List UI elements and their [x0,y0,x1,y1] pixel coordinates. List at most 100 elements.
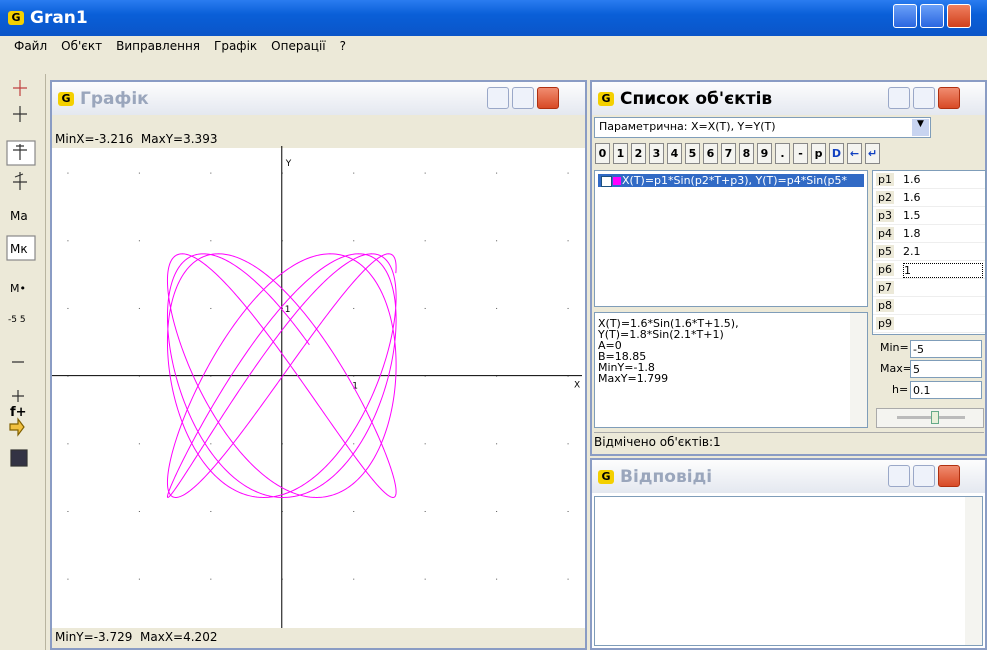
type-dropdown[interactable]: Параметрична: X=X(T), Y=Y(T) ▼ [594,117,931,138]
min-input[interactable]: -5 [910,340,982,358]
slider[interactable] [876,408,984,428]
maximize-button[interactable] [913,87,935,109]
x-axis-label: X [574,381,580,391]
param-name: p3 [876,209,894,222]
grid-dot [424,307,426,309]
grid-dot [424,510,426,512]
close-button[interactable] [938,465,960,487]
param-row[interactable]: p3 1.5 [873,207,985,225]
grid-dot [138,443,140,445]
param-row[interactable]: p6 1 [873,261,985,279]
tool-axes[interactable] [13,80,27,96]
minimize-button[interactable] [893,4,917,28]
tool-label[interactable]: f+ [10,405,27,420]
param-row[interactable]: p1 1.6 [873,171,985,189]
scrollbar[interactable] [965,497,982,645]
tool-frame2[interactable] [6,235,36,261]
tool-frame[interactable] [6,140,36,166]
minimize-button[interactable] [888,465,910,487]
maximize-button[interactable] [512,87,534,109]
dropdown-arrow[interactable]: ▼ [912,119,929,136]
grid-dot [138,578,140,580]
key-button[interactable]: 4 [667,143,682,164]
key-button[interactable]: ← [847,143,862,164]
checkbox[interactable] [601,176,612,187]
tool-axes2[interactable] [13,144,27,160]
h-input[interactable]: 0.1 [910,381,982,399]
window-icon: G [598,91,614,106]
key-button[interactable]: 9 [757,143,772,164]
param-row[interactable]: p7 [873,279,985,297]
object-item[interactable]: X(T)=p1*Sin(p2*T+p3), Y(T)=p4*Sin(p5* [598,174,864,187]
key-button[interactable]: 7 [721,143,736,164]
grid-dot [67,172,69,174]
grid-dot [353,240,355,242]
param-row[interactable]: p8 [873,297,985,315]
max-input[interactable]: 5 [910,360,982,378]
tool-label[interactable]: -5 5 [8,315,26,325]
tool-label[interactable]: M• [10,282,26,295]
label: h= [892,383,909,396]
menu-item[interactable]: Графік [214,39,258,53]
param-row[interactable]: p9 [873,315,985,333]
scrollbar[interactable] [850,313,867,427]
tool-axes3[interactable] [13,172,27,190]
key-button[interactable]: 8 [739,143,754,164]
maximize-button[interactable] [920,4,944,28]
window-icon: G [598,469,614,484]
x-tick-label: 1 [352,382,358,392]
menu-item[interactable]: Операції [271,39,326,53]
tool-save[interactable] [10,449,28,467]
menu-item[interactable]: Файл [14,39,48,53]
param-row[interactable]: p2 1.6 [873,189,985,207]
key-button[interactable]: 2 [631,143,646,164]
key-button[interactable]: 3 [649,143,664,164]
value: -3.729 [93,630,133,644]
minimize-button[interactable] [487,87,509,109]
close-button[interactable] [947,4,971,28]
grid-dot [353,307,355,309]
key-button[interactable]: ↵ [865,143,880,164]
param-row[interactable]: p4 1.8 [873,225,985,243]
range-panel: Min= -5 Max= 5 h= 0.1 [874,338,986,402]
key-button[interactable]: . [775,143,790,164]
y-tick-label: 1 [285,305,291,315]
minimize-button[interactable] [888,87,910,109]
close-button[interactable] [537,87,559,109]
key-button[interactable]: 1 [613,143,628,164]
close-button[interactable] [938,87,960,109]
info-line: A=0 [598,340,864,351]
grid-dot [138,307,140,309]
key-button[interactable]: 5 [685,143,700,164]
param-row[interactable]: p5 2.1 [873,243,985,261]
param-name: p5 [876,245,894,258]
menu-item[interactable]: ? [339,39,347,53]
tool-zoom[interactable] [12,361,24,402]
grid-dot [210,240,212,242]
menu-item[interactable]: Об'єкт [61,39,103,53]
key-button[interactable]: 0 [595,143,610,164]
tool-label[interactable]: Ма [10,209,28,223]
info-key: B= [598,350,615,363]
param-value: 1.8 [903,227,921,240]
slider-thumb[interactable] [931,411,939,424]
graph-bottom-status: MinY=-3.729 MaxX=4.202 [52,628,585,648]
menu-item[interactable]: Виправлення [116,39,201,53]
info-box: X(T)=1.6*Sin(1.6*T+1.5), Y(T)=1.8*Sin(2.1… [594,312,868,428]
tool-cross[interactable] [13,106,27,122]
key-button[interactable]: D [829,143,844,164]
info-value: 18.85 [614,350,647,363]
key-button[interactable]: 6 [703,143,718,164]
status-bar: Відмічено об'єктів:1 [594,432,984,452]
maximize-button[interactable] [913,465,935,487]
answers-title: Відповіді [620,466,713,487]
grid-dot [67,443,69,445]
info-value: 1.799 [636,372,669,385]
tool-open[interactable] [9,417,25,437]
tool-label[interactable]: Мк [10,242,28,256]
grid-dot [496,510,498,512]
window-icon: G [58,91,74,106]
key-button[interactable]: - [793,143,808,164]
key-button[interactable]: p [811,143,826,164]
